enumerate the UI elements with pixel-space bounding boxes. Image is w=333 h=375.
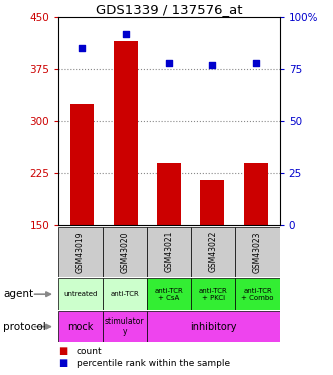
Bar bbox=[58, 226, 103, 277]
Text: mock: mock bbox=[67, 322, 94, 332]
Bar bbox=[147, 278, 191, 310]
Title: GDS1339 / 137576_at: GDS1339 / 137576_at bbox=[96, 3, 242, 16]
Text: anti-TCR
+ Combo: anti-TCR + Combo bbox=[241, 288, 274, 301]
Bar bbox=[244, 163, 268, 225]
Bar bbox=[103, 278, 147, 310]
Bar bbox=[58, 311, 103, 342]
Text: agent: agent bbox=[3, 289, 33, 299]
Text: percentile rank within the sample: percentile rank within the sample bbox=[77, 359, 230, 368]
Bar bbox=[147, 311, 280, 342]
Point bbox=[210, 62, 215, 68]
Point bbox=[80, 45, 85, 51]
Text: GSM43019: GSM43019 bbox=[76, 231, 85, 273]
Bar bbox=[70, 104, 94, 225]
Text: untreated: untreated bbox=[63, 291, 98, 297]
Bar bbox=[235, 226, 280, 277]
Bar bbox=[235, 278, 280, 310]
Bar bbox=[157, 163, 181, 225]
Bar bbox=[103, 226, 147, 277]
Bar bbox=[103, 311, 147, 342]
Text: stimulator
y: stimulator y bbox=[105, 317, 145, 336]
Point bbox=[123, 30, 128, 36]
Text: anti-TCR
+ CsA: anti-TCR + CsA bbox=[155, 288, 183, 301]
Text: ■: ■ bbox=[58, 358, 68, 368]
Text: anti-TCR
+ PKCi: anti-TCR + PKCi bbox=[199, 288, 228, 301]
Point bbox=[253, 60, 258, 66]
Bar bbox=[58, 278, 103, 310]
Bar bbox=[191, 226, 235, 277]
Text: anti-TCR: anti-TCR bbox=[110, 291, 139, 297]
Point bbox=[166, 60, 172, 66]
Text: count: count bbox=[77, 346, 102, 355]
Bar bbox=[147, 226, 191, 277]
Bar bbox=[200, 180, 224, 225]
Text: inhibitory: inhibitory bbox=[190, 322, 236, 332]
Text: GSM43023: GSM43023 bbox=[253, 231, 262, 273]
Text: ■: ■ bbox=[58, 346, 68, 356]
Text: GSM43020: GSM43020 bbox=[120, 231, 129, 273]
Bar bbox=[114, 41, 138, 225]
Text: GSM43021: GSM43021 bbox=[165, 231, 173, 273]
Text: protocol: protocol bbox=[3, 322, 46, 332]
Text: GSM43022: GSM43022 bbox=[209, 231, 218, 273]
Bar bbox=[191, 278, 235, 310]
